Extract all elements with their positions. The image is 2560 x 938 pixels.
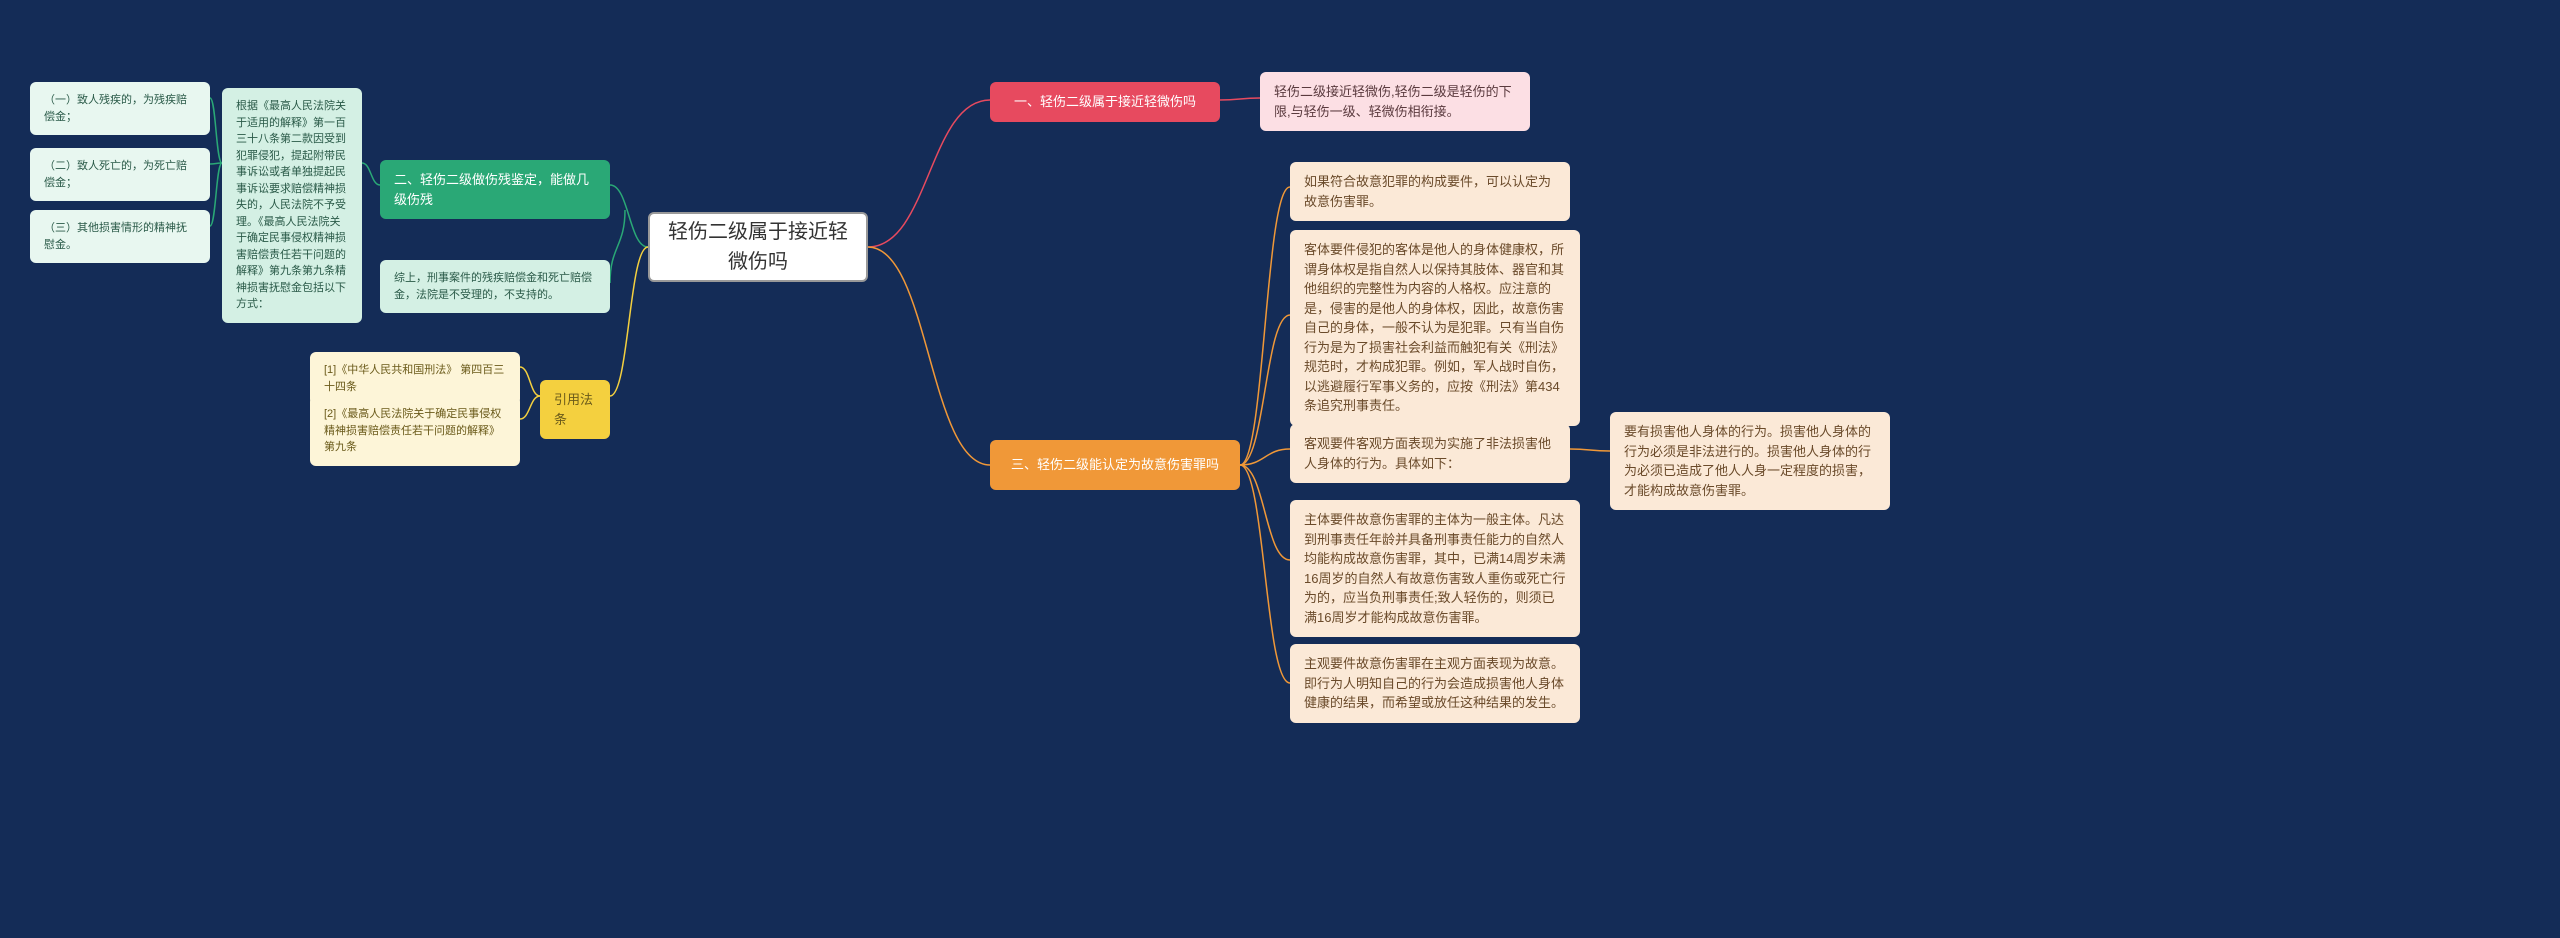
node-b3-4[interactable]: 主体要件故意伤害罪的主体为一般主体。凡达到刑事责任年龄并具备刑事责任能力的自然人… [1290, 500, 1580, 637]
node-b3-5[interactable]: 主观要件故意伤害罪在主观方面表现为故意。即行为人明知自己的行为会造成损害他人身体… [1290, 644, 1580, 723]
node-b3[interactable]: 三、轻伤二级能认定为故意伤害罪吗 [990, 440, 1240, 490]
node-b2-1-3[interactable]: （三）其他损害情形的精神抚慰金。 [30, 210, 210, 263]
node-b1-1[interactable]: 轻伤二级接近轻微伤,轻伤二级是轻伤的下限,与轻伤一级、轻微伤相衔接。 [1260, 72, 1530, 131]
node-b3-1[interactable]: 如果符合故意犯罪的构成要件，可以认定为故意伤害罪。 [1290, 162, 1570, 221]
node-b2-2[interactable]: 综上，刑事案件的残疾赔偿金和死亡赔偿金，法院是不受理的，不支持的。 [380, 260, 610, 313]
mindmap-connections [0, 0, 2560, 938]
node-b3-2[interactable]: 客体要件侵犯的客体是他人的身体健康权，所谓身体权是指自然人以保持其肢体、器官和其… [1290, 230, 1580, 426]
node-b1[interactable]: 一、轻伤二级属于接近轻微伤吗 [990, 82, 1220, 122]
node-b4[interactable]: 引用法条 [540, 380, 610, 439]
node-b2-1-1[interactable]: （一）致人残疾的，为残疾赔偿金； [30, 82, 210, 135]
node-b2[interactable]: 二、轻伤二级做伤残鉴定，能做几级伤残 [380, 160, 610, 219]
root-node[interactable]: 轻伤二级属于接近轻微伤吗 [648, 212, 868, 282]
node-b2-1[interactable]: 根据《最高人民法院关于适用的解释》第一百三十八条第二款因受到犯罪侵犯，提起附带民… [222, 88, 362, 323]
node-b4-2[interactable]: [2]《最高人民法院关于确定民事侵权精神损害赔偿责任若干问题的解释》 第九条 [310, 396, 520, 466]
node-b3-3-1[interactable]: 要有损害他人身体的行为。损害他人身体的行为必须是非法进行的。损害他人身体的行为必… [1610, 412, 1890, 510]
node-b2-1-2[interactable]: （二）致人死亡的，为死亡赔偿金； [30, 148, 210, 201]
node-b3-3[interactable]: 客观要件客观方面表现为实施了非法损害他人身体的行为。具体如下： [1290, 424, 1570, 483]
